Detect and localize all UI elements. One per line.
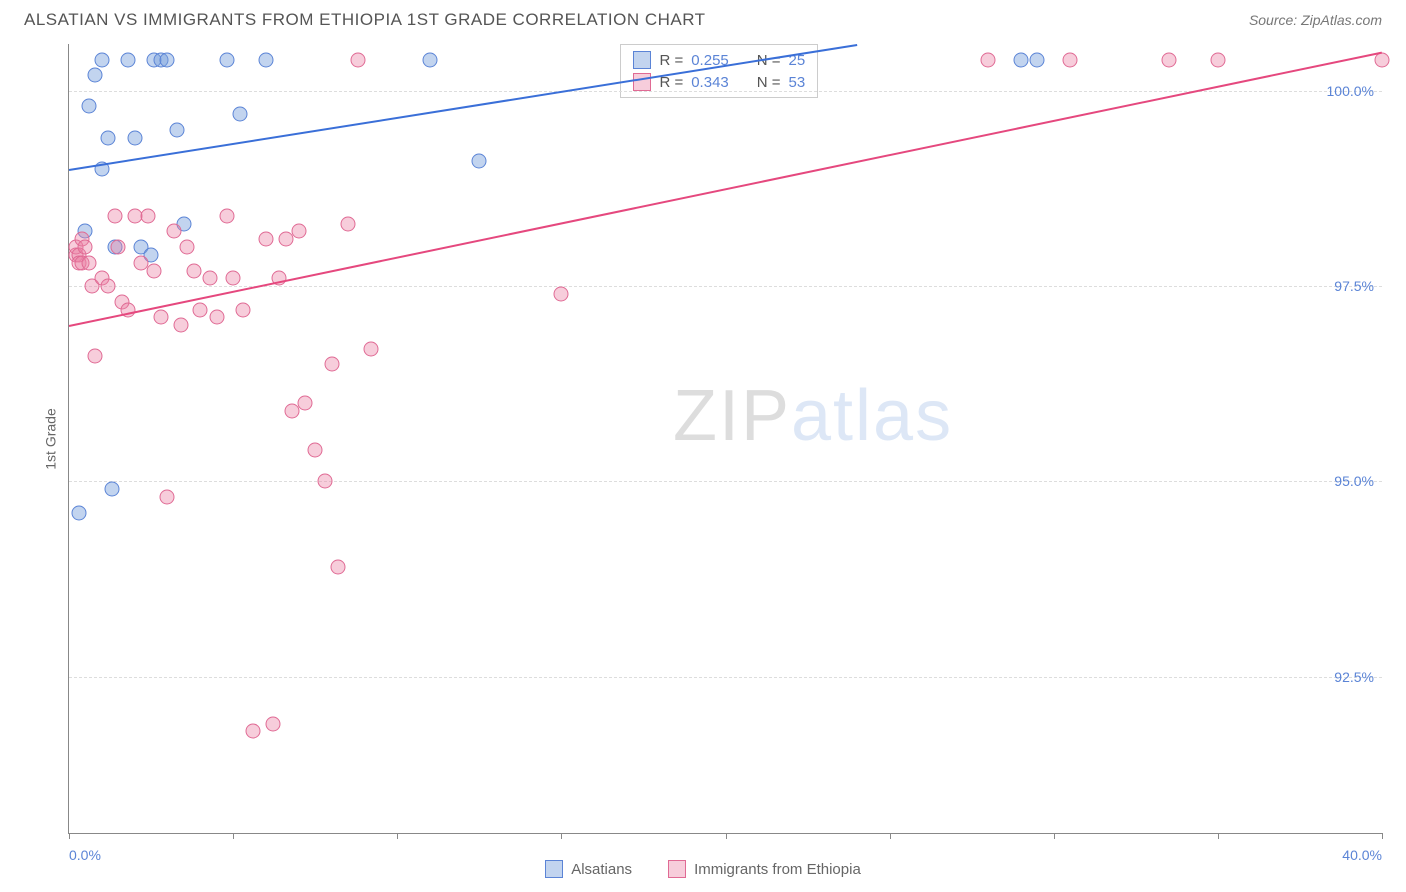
legend-n-value: 53 — [789, 74, 806, 91]
x-tick — [233, 833, 234, 839]
data-point — [219, 52, 234, 67]
data-point — [94, 52, 109, 67]
legend-row: R =0.343N =53 — [621, 71, 817, 93]
data-point — [140, 208, 155, 223]
legend-label: Alsatians — [571, 861, 632, 878]
data-point — [341, 216, 356, 231]
gridline-h — [69, 481, 1382, 482]
data-point — [226, 271, 241, 286]
data-point — [235, 302, 250, 317]
legend-r-label: R = — [659, 52, 683, 69]
data-point — [308, 443, 323, 458]
data-point — [363, 341, 378, 356]
data-point — [107, 208, 122, 223]
legend-item: Immigrants from Ethiopia — [668, 860, 861, 878]
legend-swatch — [633, 51, 651, 69]
legend-swatch — [633, 73, 651, 91]
data-point — [472, 154, 487, 169]
source-value: ZipAtlas.com — [1301, 12, 1382, 28]
data-point — [232, 107, 247, 122]
watermark: ZIPatlas — [673, 375, 953, 457]
data-point — [554, 286, 569, 301]
data-point — [219, 208, 234, 223]
data-point — [1063, 52, 1078, 67]
x-tick — [726, 833, 727, 839]
data-point — [209, 310, 224, 325]
source-attribution: Source: ZipAtlas.com — [1249, 12, 1382, 28]
data-point — [203, 271, 218, 286]
legend-swatch — [668, 860, 686, 878]
gridline-h — [69, 677, 1382, 678]
chart-title: ALSATIAN VS IMMIGRANTS FROM ETHIOPIA 1ST… — [24, 10, 706, 30]
source-label: Source: — [1249, 12, 1297, 28]
data-point — [350, 52, 365, 67]
x-tick — [1382, 833, 1383, 839]
x-tick — [890, 833, 891, 839]
y-tick-label: 100.0% — [1327, 83, 1374, 99]
legend-r-value: 0.343 — [691, 74, 729, 91]
data-point — [1030, 52, 1045, 67]
x-tick — [1054, 833, 1055, 839]
regression-line — [69, 44, 857, 171]
data-point — [298, 396, 313, 411]
y-tick-label: 95.0% — [1334, 473, 1374, 489]
data-point — [193, 302, 208, 317]
data-point — [167, 224, 182, 239]
legend-label: Immigrants from Ethiopia — [694, 861, 861, 878]
data-point — [1161, 52, 1176, 67]
y-axis-label: 1st Grade — [43, 408, 59, 469]
data-point — [981, 52, 996, 67]
chart-container: 1st Grade ZIPatlas R =0.255N =25R =0.343… — [24, 44, 1382, 834]
data-point — [331, 560, 346, 575]
gridline-h — [69, 286, 1382, 287]
data-point — [88, 349, 103, 364]
data-point — [104, 482, 119, 497]
data-point — [1013, 52, 1028, 67]
x-tick — [561, 833, 562, 839]
x-tick — [397, 833, 398, 839]
legend-item: Alsatians — [545, 860, 632, 878]
legend-n-label: N = — [757, 74, 781, 91]
data-point — [170, 122, 185, 137]
data-point — [180, 240, 195, 255]
data-point — [81, 99, 96, 114]
x-tick — [1218, 833, 1219, 839]
data-point — [111, 240, 126, 255]
data-point — [127, 130, 142, 145]
data-point — [245, 724, 260, 739]
data-point — [160, 52, 175, 67]
data-point — [78, 240, 93, 255]
data-point — [265, 716, 280, 731]
data-point — [1210, 52, 1225, 67]
data-point — [160, 490, 175, 505]
series-legend: Alsatians Immigrants from Ethiopia — [0, 860, 1406, 878]
data-point — [121, 52, 136, 67]
data-point — [153, 310, 168, 325]
data-point — [81, 255, 96, 270]
data-point — [71, 505, 86, 520]
data-point — [101, 130, 116, 145]
plot-area: ZIPatlas R =0.255N =25R =0.343N =53 0.0%… — [68, 44, 1382, 834]
data-point — [318, 474, 333, 489]
data-point — [324, 357, 339, 372]
data-point — [147, 263, 162, 278]
y-tick-label: 97.5% — [1334, 278, 1374, 294]
data-point — [423, 52, 438, 67]
data-point — [258, 52, 273, 67]
data-point — [101, 279, 116, 294]
data-point — [186, 263, 201, 278]
data-point — [258, 232, 273, 247]
data-point — [291, 224, 306, 239]
header: ALSATIAN VS IMMIGRANTS FROM ETHIOPIA 1ST… — [0, 0, 1406, 36]
watermark-zip: ZIP — [673, 376, 791, 456]
watermark-atlas: atlas — [791, 376, 953, 456]
y-tick-label: 92.5% — [1334, 669, 1374, 685]
data-point — [88, 68, 103, 83]
x-tick — [69, 833, 70, 839]
data-point — [173, 318, 188, 333]
legend-swatch — [545, 860, 563, 878]
